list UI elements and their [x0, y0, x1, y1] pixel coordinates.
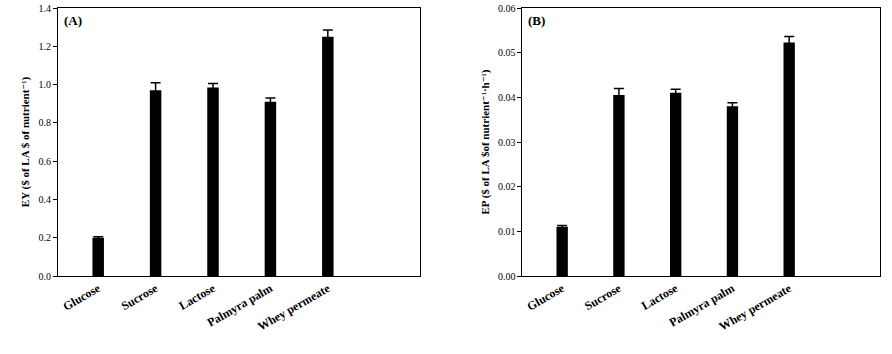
svg-text:Whey permeate: Whey permeate — [717, 281, 795, 334]
svg-text:Glucose: Glucose — [60, 281, 103, 314]
svg-text:Whey permeate: Whey permeate — [255, 281, 333, 334]
svg-text:Sucrose: Sucrose — [119, 281, 161, 313]
svg-text:0.06: 0.06 — [498, 3, 516, 14]
svg-text:EY ($ of LA $ of nutrient⁻¹): EY ($ of LA $ of nutrient⁻¹) — [19, 77, 32, 208]
svg-text:Lactose: Lactose — [639, 281, 681, 313]
svg-text:1.0: 1.0 — [39, 79, 52, 90]
svg-text:0.4: 0.4 — [39, 194, 52, 205]
svg-text:EP ($ of LA $of nutrient⁻¹·h⁻¹: EP ($ of LA $of nutrient⁻¹·h⁻¹) — [479, 69, 492, 214]
svg-text:1.2: 1.2 — [39, 41, 52, 52]
svg-text:(A): (A) — [64, 13, 82, 28]
svg-text:Palmyra palm: Palmyra palm — [205, 281, 275, 330]
svg-text:0.8: 0.8 — [39, 117, 52, 128]
svg-text:0.05: 0.05 — [498, 47, 516, 58]
svg-text:Palmyra palm: Palmyra palm — [667, 281, 737, 330]
svg-text:0.03: 0.03 — [498, 137, 516, 148]
svg-text:0.2: 0.2 — [39, 232, 52, 243]
svg-text:Glucose: Glucose — [524, 281, 567, 314]
svg-text:0.6: 0.6 — [39, 156, 52, 167]
svg-text:Sucrose: Sucrose — [582, 281, 624, 313]
svg-text:Lactose: Lactose — [176, 281, 218, 313]
svg-text:0.04: 0.04 — [498, 92, 516, 103]
svg-text:0.02: 0.02 — [498, 181, 516, 192]
svg-text:0.00: 0.00 — [498, 271, 516, 282]
svg-text:1.4: 1.4 — [39, 3, 52, 14]
svg-text:0.0: 0.0 — [39, 271, 52, 282]
svg-text:(B): (B) — [528, 13, 545, 28]
svg-text:0.01: 0.01 — [498, 226, 516, 237]
